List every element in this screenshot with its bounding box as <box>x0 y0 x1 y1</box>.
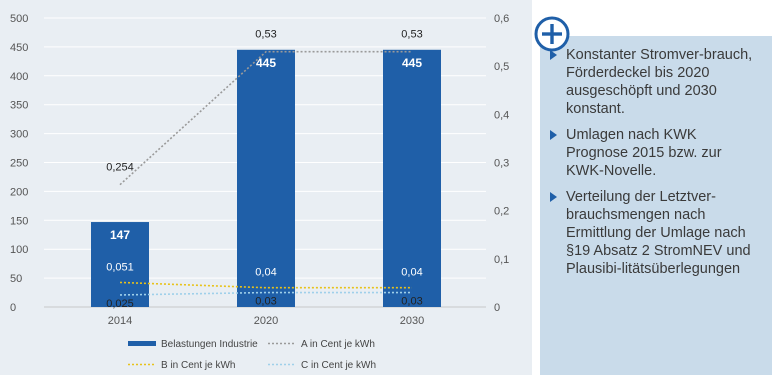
y-right-tick-label: 0,2 <box>494 206 509 218</box>
line-data-label: 0,04 <box>255 267 276 279</box>
line-data-label: 0,051 <box>106 261 134 273</box>
y-right-tick-label: 0 <box>494 302 500 314</box>
y-right-tick-label: 0,4 <box>494 109 509 121</box>
legend-label: Belastungen Industrie <box>161 339 258 350</box>
line-data-label: 0,025 <box>106 298 134 310</box>
y-left-tick-label: 350 <box>10 100 28 112</box>
legend-label: A in Cent je kWh <box>301 339 375 350</box>
bullet-text: Umlagen nach KWK Prognose 2015 bzw. zur … <box>566 127 722 179</box>
line-data-label: 0,03 <box>255 296 276 308</box>
y-left-tick-label: 50 <box>10 273 22 285</box>
bar-data-label: 445 <box>256 56 276 70</box>
bullet-text: Konstanter Stromver-brauch, Förderdeckel… <box>566 47 753 117</box>
y-right-tick-label: 0,5 <box>494 61 509 73</box>
y-left-tick-label: 250 <box>10 158 28 170</box>
bullet-item: Konstanter Stromver-brauch, Förderdeckel… <box>548 46 758 118</box>
legend-swatch <box>128 341 156 346</box>
triangle-bullet-icon <box>550 130 557 140</box>
bar <box>237 49 295 307</box>
legend-label: B in Cent je kWh <box>161 360 235 371</box>
series-line <box>119 291 412 296</box>
series-line <box>119 50 412 186</box>
line-data-label: 0,53 <box>401 29 422 41</box>
bar-data-label: 445 <box>402 56 422 70</box>
y-left-tick-label: 300 <box>10 129 28 141</box>
legend-label: C in Cent je kWh <box>301 360 376 371</box>
x-tick-label: 2030 <box>400 315 424 327</box>
side-panel: Konstanter Stromver-brauch, Förderdeckel… <box>532 0 772 375</box>
x-tick-label: 2020 <box>254 315 278 327</box>
bar-data-label: 147 <box>110 228 130 242</box>
bar <box>383 49 441 307</box>
y-right-tick-label: 0,1 <box>494 254 509 266</box>
y-left-tick-label: 400 <box>10 71 28 83</box>
triangle-bullet-icon <box>550 192 557 202</box>
y-right-tick-label: 0,6 <box>494 13 509 25</box>
chart-panel: 0 50 100 150 200 250 300 350 400 450 500 0 0,1 0,2 0,3… <box>0 0 532 375</box>
y-left-tick-label: 200 <box>10 186 28 198</box>
y-left-tick-label: 150 <box>10 215 28 227</box>
line-data-label: 0,53 <box>255 29 276 41</box>
y-left-tick-label: 500 <box>10 13 28 25</box>
line-data-label: 0,04 <box>401 267 422 279</box>
line-data-label: 0,254 <box>106 162 134 174</box>
info-box <box>540 36 772 375</box>
y-left-tick-label: 0 <box>10 302 16 314</box>
bullet-text: Verteilung der Letztver-brauchsmengen na… <box>566 189 751 277</box>
x-tick-label: 2014 <box>108 315 132 327</box>
y-right-tick-label: 0,3 <box>494 158 509 170</box>
y-left-tick-label: 100 <box>10 244 28 256</box>
bullet-list: Konstanter Stromver-brauch, Förderdeckel… <box>548 46 758 286</box>
bullet-item: Verteilung der Letztver-brauchsmengen na… <box>548 188 758 278</box>
y-left-tick-label: 450 <box>10 42 28 54</box>
triangle-bullet-icon <box>550 50 557 60</box>
combo-chart: 0 50 100 150 200 250 300 350 400 450 500 0 0,1 0,2 0,3… <box>10 13 509 371</box>
series-line <box>119 281 412 289</box>
bullet-item: Umlagen nach KWK Prognose 2015 bzw. zur … <box>548 126 758 180</box>
line-data-label: 0,03 <box>401 296 422 308</box>
bar <box>91 222 149 307</box>
